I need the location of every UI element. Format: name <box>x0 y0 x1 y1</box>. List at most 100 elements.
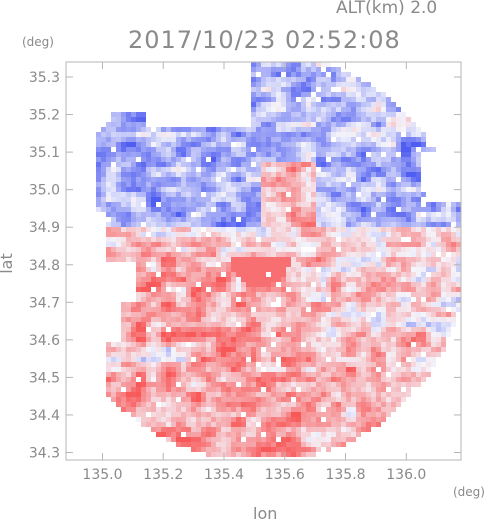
radar-cell <box>256 217 261 222</box>
radar-cell <box>106 132 111 137</box>
radar-cell <box>246 282 251 287</box>
radar-cell <box>166 227 171 232</box>
radar-cell <box>221 432 226 437</box>
radar-cell <box>326 377 331 382</box>
radar-cell <box>201 367 206 372</box>
radar-cell <box>121 172 126 177</box>
radar-cell <box>236 292 241 297</box>
radar-cell <box>266 192 271 197</box>
radar-cell <box>241 257 246 262</box>
radar-cell <box>211 297 216 302</box>
radar-cell <box>126 357 131 362</box>
radar-cell <box>266 222 271 227</box>
radar-cell <box>331 222 336 227</box>
radar-cell <box>241 212 246 217</box>
radar-cell <box>411 247 416 252</box>
radar-cell <box>276 382 281 387</box>
radar-cell <box>226 257 231 262</box>
radar-cell <box>316 127 321 132</box>
radar-cell <box>281 237 286 242</box>
radar-cell <box>446 287 451 292</box>
radar-cell <box>131 407 136 412</box>
radar-cell <box>116 167 121 172</box>
radar-cell <box>281 87 286 92</box>
radar-cell <box>331 317 336 322</box>
radar-cell <box>361 97 366 102</box>
radar-cell <box>416 172 421 177</box>
radar-cell <box>281 267 286 272</box>
radar-cell <box>281 202 286 207</box>
radar-cell <box>186 132 191 137</box>
radar-cell <box>326 372 331 377</box>
radar-cell <box>161 412 166 417</box>
radar-cell <box>401 177 406 182</box>
radar-cell <box>346 257 351 262</box>
radar-cell <box>301 412 306 417</box>
radar-cell <box>301 117 306 122</box>
radar-cell <box>376 267 381 272</box>
radar-cell <box>336 442 341 447</box>
radar-cell <box>261 137 266 142</box>
radar-cell <box>271 157 276 162</box>
radar-cell <box>181 372 186 377</box>
radar-cell <box>281 362 286 367</box>
radar-cell <box>261 452 266 457</box>
radar-cell <box>376 142 381 147</box>
radar-cell <box>401 167 406 172</box>
radar-cell <box>326 437 331 442</box>
radar-cell <box>261 412 266 417</box>
radar-cell <box>286 442 291 447</box>
radar-cell <box>141 312 146 317</box>
radar-cell <box>391 357 396 362</box>
radar-cell <box>391 312 396 317</box>
radar-cell <box>276 407 281 412</box>
radar-cell <box>326 237 331 242</box>
radar-cell <box>191 132 196 137</box>
radar-cell <box>186 302 191 307</box>
radar-cell <box>421 217 426 222</box>
radar-cell <box>421 357 426 362</box>
radar-cell <box>251 437 256 442</box>
radar-cell <box>151 167 156 172</box>
radar-cell <box>161 247 166 252</box>
radar-cell <box>116 257 121 262</box>
radar-cell <box>366 407 371 412</box>
radar-cell <box>396 167 401 172</box>
radar-cell <box>106 137 111 142</box>
radar-cell <box>291 207 296 212</box>
radar-cell <box>441 312 446 317</box>
radar-cell <box>446 302 451 307</box>
radar-cell <box>196 367 201 372</box>
radar-cell <box>451 217 456 222</box>
radar-cell <box>281 432 286 437</box>
radar-cell <box>141 367 146 372</box>
radar-cell <box>206 372 211 377</box>
radar-cell <box>311 437 316 442</box>
radar-cell <box>111 352 116 357</box>
radar-cell <box>386 357 391 362</box>
radar-cell <box>121 352 126 357</box>
radar-cell <box>246 317 251 322</box>
radar-cell <box>166 247 171 252</box>
radar-cell <box>261 272 266 277</box>
radar-cell <box>191 217 196 222</box>
radar-cell <box>356 142 361 147</box>
radar-cell <box>281 162 286 167</box>
radar-cell <box>251 97 256 102</box>
radar-cell <box>321 387 326 392</box>
radar-cell <box>366 167 371 172</box>
radar-cell <box>261 422 266 427</box>
radar-cell <box>416 312 421 317</box>
radar-cell <box>326 182 331 187</box>
y-tick-label: 34.8 <box>29 258 60 274</box>
radar-cell <box>146 257 151 262</box>
radar-cell <box>326 87 331 92</box>
radar-cell <box>366 182 371 187</box>
radar-cell <box>126 147 131 152</box>
radar-cell <box>216 277 221 282</box>
radar-cell <box>276 402 281 407</box>
radar-cell <box>131 317 136 322</box>
radar-cell <box>151 357 156 362</box>
radar-cell <box>291 432 296 437</box>
radar-cell <box>241 392 246 397</box>
